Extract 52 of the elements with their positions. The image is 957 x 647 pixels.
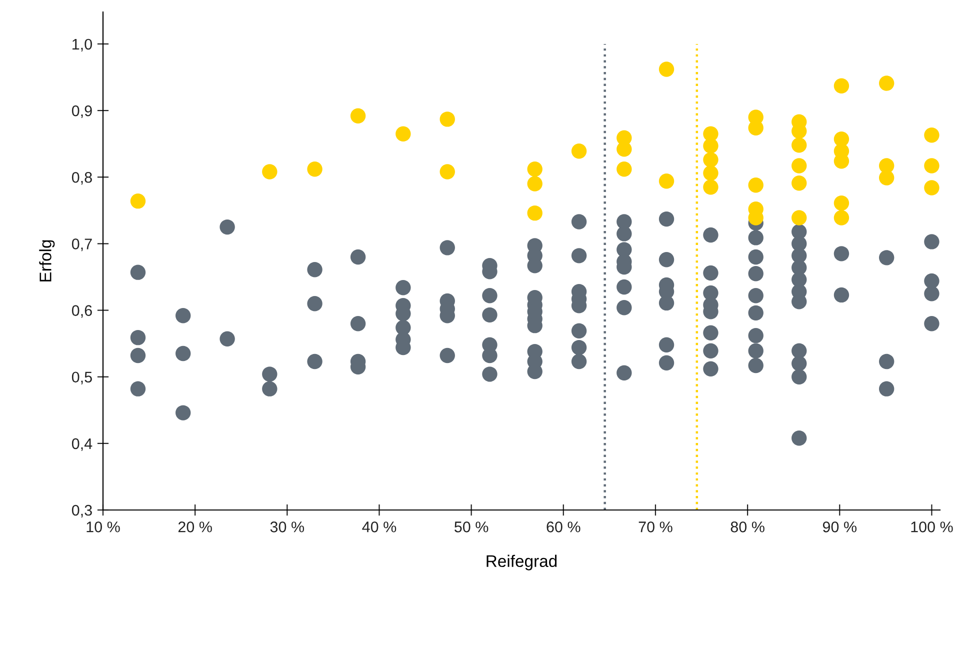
point <box>307 162 322 177</box>
point <box>703 179 718 195</box>
point <box>262 164 278 180</box>
x-tick-label: 100 % <box>911 522 953 532</box>
point <box>878 76 894 91</box>
x-tick-label: 10 % <box>86 522 120 532</box>
x-tick-label: 20 % <box>178 522 212 532</box>
y-tick-label: 0,7 <box>72 238 92 252</box>
point <box>527 162 542 177</box>
point <box>350 108 366 124</box>
point <box>834 210 850 226</box>
point <box>616 162 632 177</box>
x-axis-title: Reifegrad <box>486 554 557 570</box>
point <box>658 62 674 77</box>
x-tick-label: 50 % <box>454 522 488 532</box>
y-tick-label: 0,5 <box>72 372 92 384</box>
x-tick-label: 70 % <box>638 522 672 532</box>
x-tick-label: 60 % <box>546 522 580 532</box>
y-tick-label: 1,0 <box>72 38 92 52</box>
point <box>440 112 455 127</box>
y-axis-title: Erfolg <box>39 240 55 282</box>
point <box>924 128 940 143</box>
y-tick-label: 0,4 <box>72 438 92 451</box>
y-tick-label: 0,9 <box>72 105 92 118</box>
point <box>792 158 807 174</box>
point <box>834 195 850 211</box>
point <box>878 170 894 186</box>
y-tick-label: 0,3 <box>72 504 92 518</box>
point <box>748 177 764 193</box>
x-tick-label: 80 % <box>730 522 764 532</box>
point <box>658 174 674 189</box>
point <box>834 78 850 94</box>
point <box>527 205 542 221</box>
point <box>924 180 940 196</box>
point <box>396 126 411 142</box>
x-tick-label: 40 % <box>362 522 396 532</box>
point <box>703 138 718 154</box>
point <box>440 164 455 180</box>
point <box>616 142 632 157</box>
point <box>792 175 807 191</box>
point <box>792 210 807 226</box>
point <box>527 176 542 192</box>
point <box>130 193 146 209</box>
point <box>703 152 718 168</box>
y-tick-label: 0,6 <box>72 305 92 318</box>
x-tick-label: 90 % <box>822 522 856 532</box>
point <box>703 166 718 181</box>
x-tick-label: 30 % <box>270 522 304 532</box>
point <box>571 144 587 159</box>
y-tick-label: 0,8 <box>72 172 92 185</box>
point <box>924 158 940 174</box>
point <box>792 138 807 153</box>
